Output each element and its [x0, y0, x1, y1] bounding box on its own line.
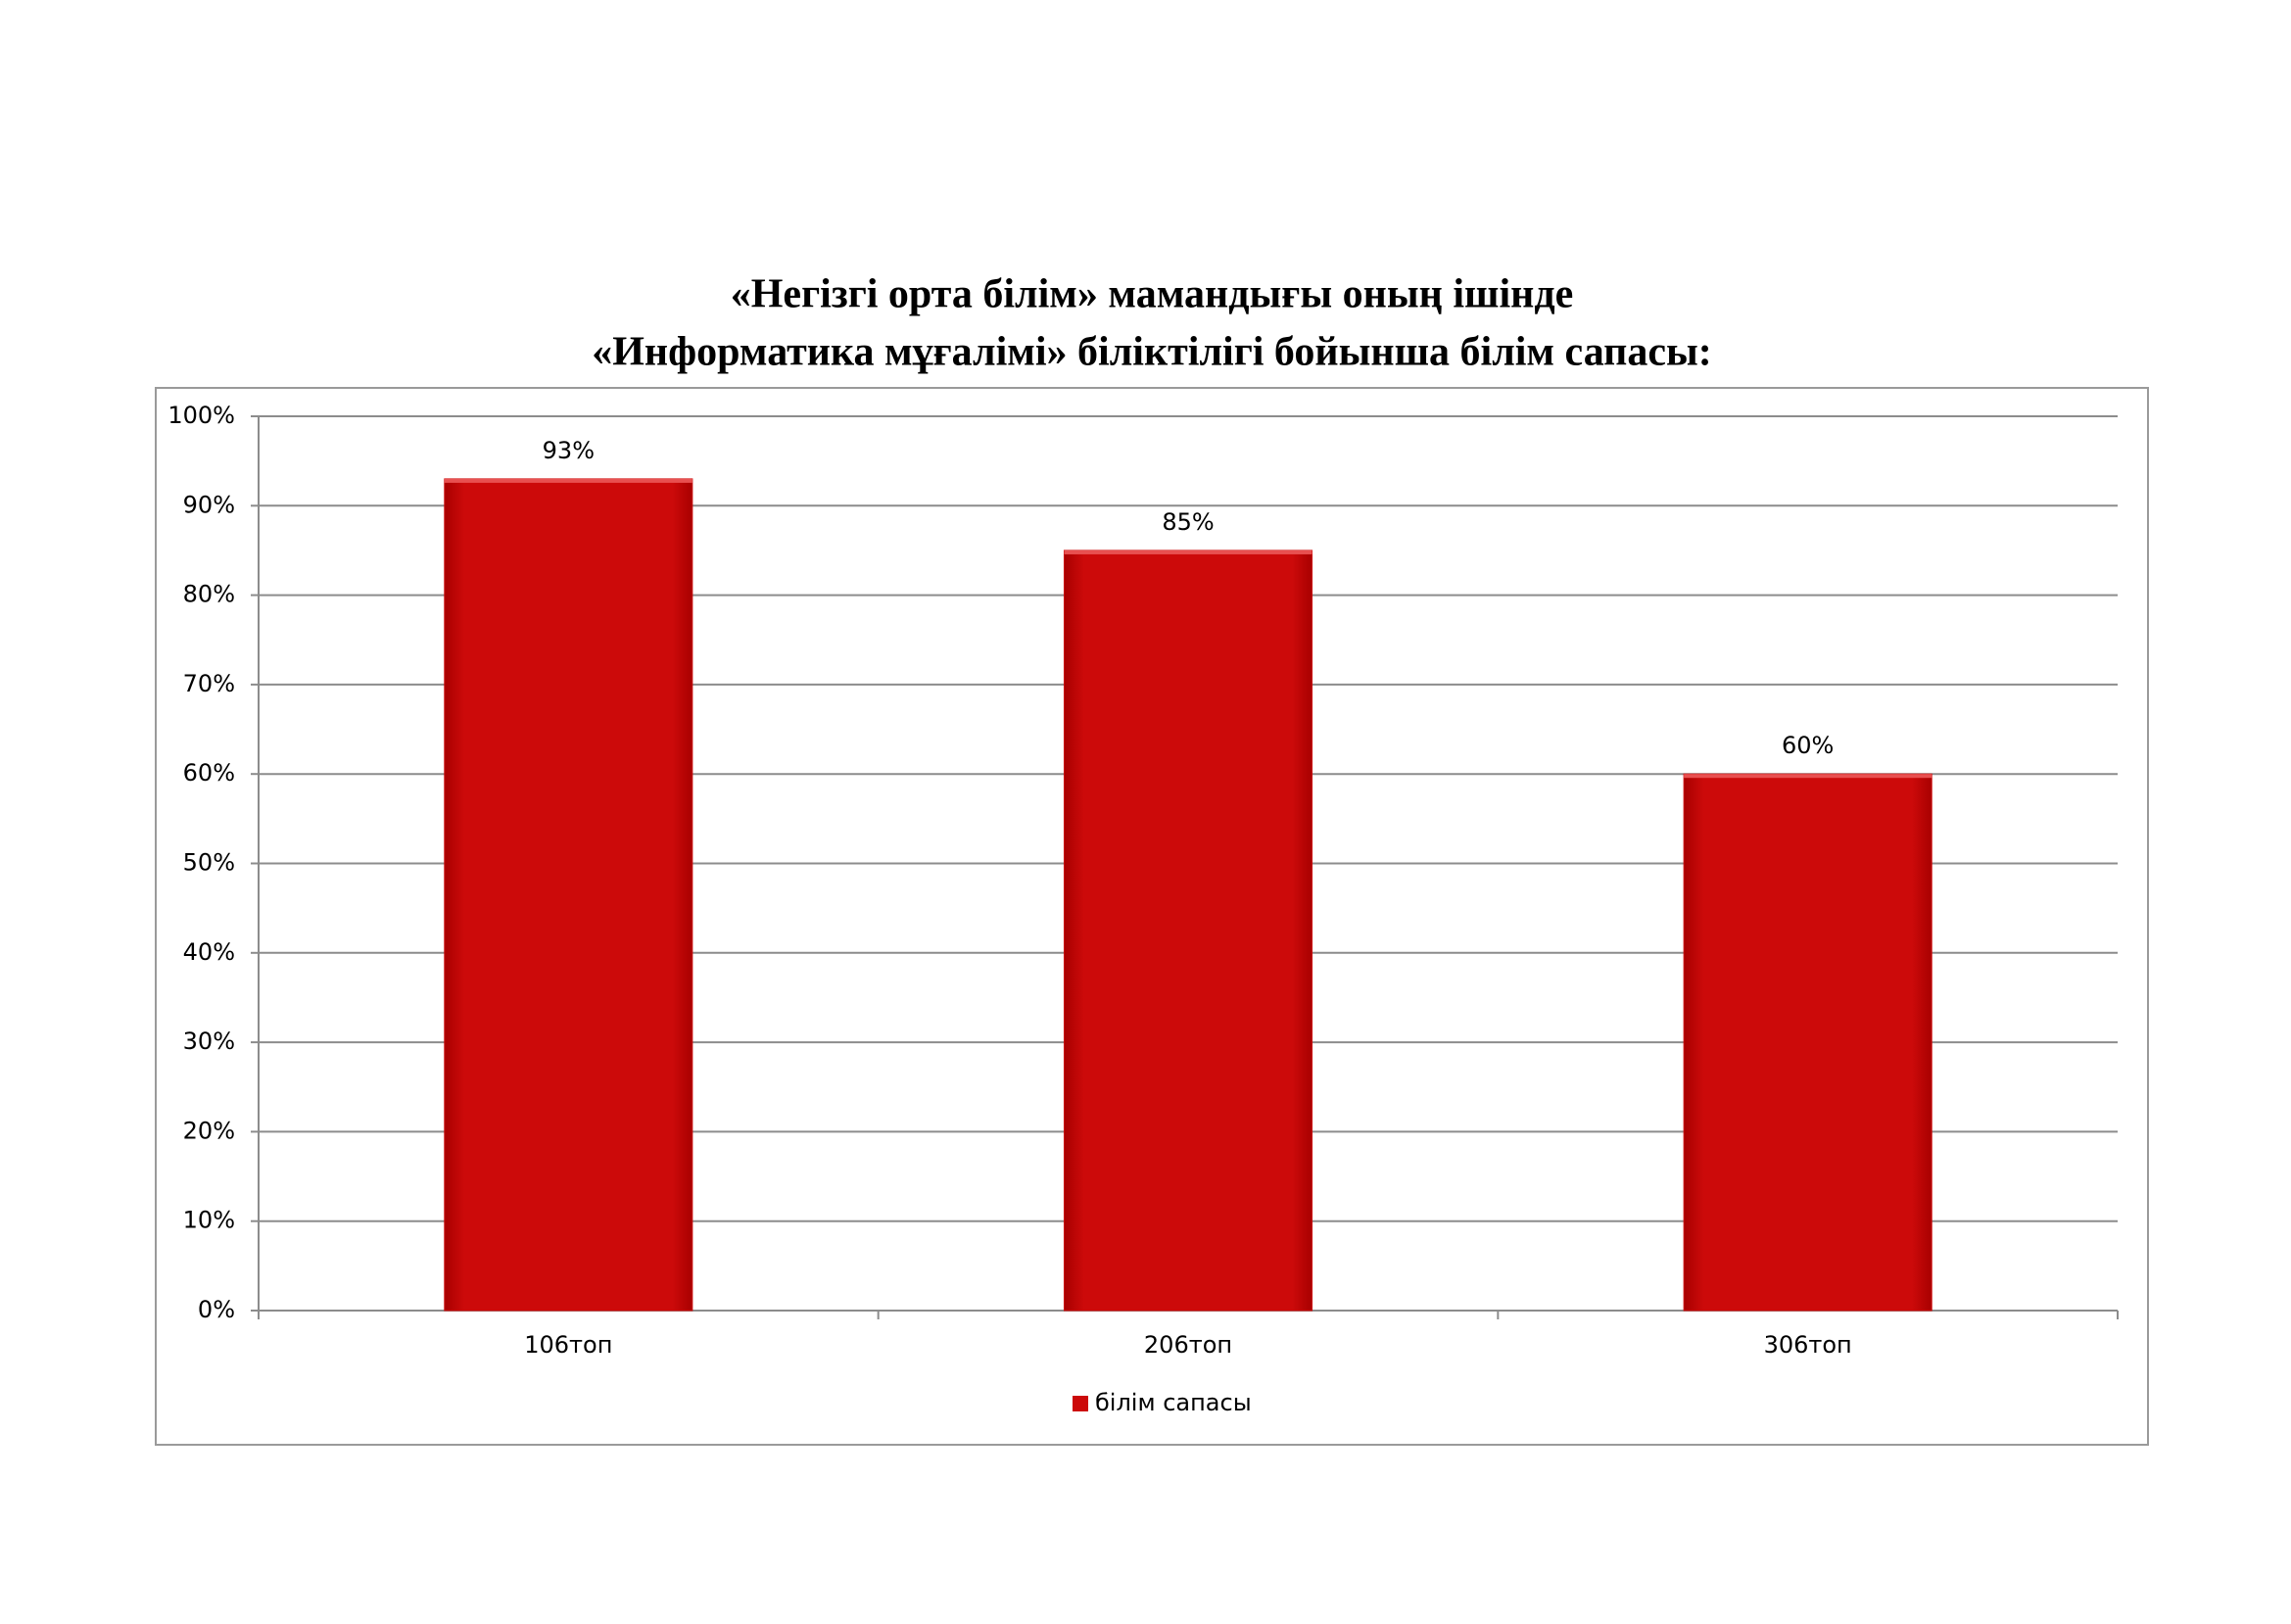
- x-tick-label: 106топ: [524, 1331, 612, 1359]
- bar-top: [444, 478, 692, 483]
- x-tick-label: 306топ: [1764, 1331, 1852, 1359]
- chart-title: «Негізгі орта білім» мамандығы оның ішін…: [731, 272, 1573, 317]
- legend-label: білім сапасы: [1095, 1389, 1252, 1416]
- bar: [444, 478, 693, 1312]
- value-label: 93%: [543, 437, 595, 464]
- x-tick-label: 206топ: [1144, 1331, 1232, 1359]
- chart-frame: [155, 387, 2149, 1446]
- value-label: 60%: [1782, 732, 1834, 759]
- y-tick-label: 50%: [183, 849, 235, 877]
- bar: [1683, 773, 1933, 1312]
- y-tick-label: 20%: [183, 1117, 235, 1144]
- bar-top: [1684, 774, 1933, 779]
- y-tick-label: 90%: [183, 491, 235, 518]
- chart-title: «Информатика мұғалімі» біліктілігі бойын…: [592, 330, 1712, 375]
- y-tick-label: 30%: [183, 1027, 235, 1055]
- bar: [1063, 549, 1313, 1312]
- y-tick-label: 0%: [198, 1296, 235, 1323]
- y-tick-label: 100%: [167, 402, 235, 429]
- y-tick-label: 10%: [183, 1207, 235, 1234]
- y-tick-label: 70%: [183, 670, 235, 697]
- y-tick-label: 40%: [183, 938, 235, 966]
- legend-swatch: [1073, 1396, 1088, 1411]
- bar-top: [1064, 549, 1313, 554]
- y-tick-label: 80%: [183, 581, 235, 608]
- y-tick-label: 60%: [183, 759, 235, 787]
- value-label: 85%: [1162, 508, 1214, 536]
